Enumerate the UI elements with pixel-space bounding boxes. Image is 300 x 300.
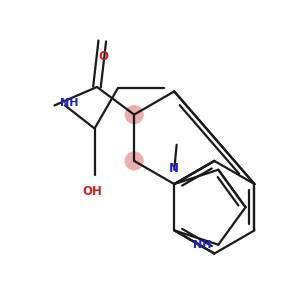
Circle shape (124, 152, 144, 170)
Text: OH: OH (82, 185, 102, 198)
Text: NH: NH (60, 98, 79, 108)
Text: O: O (98, 50, 108, 63)
Text: N: N (169, 163, 179, 176)
Circle shape (124, 105, 144, 124)
Text: NH: NH (193, 240, 211, 250)
